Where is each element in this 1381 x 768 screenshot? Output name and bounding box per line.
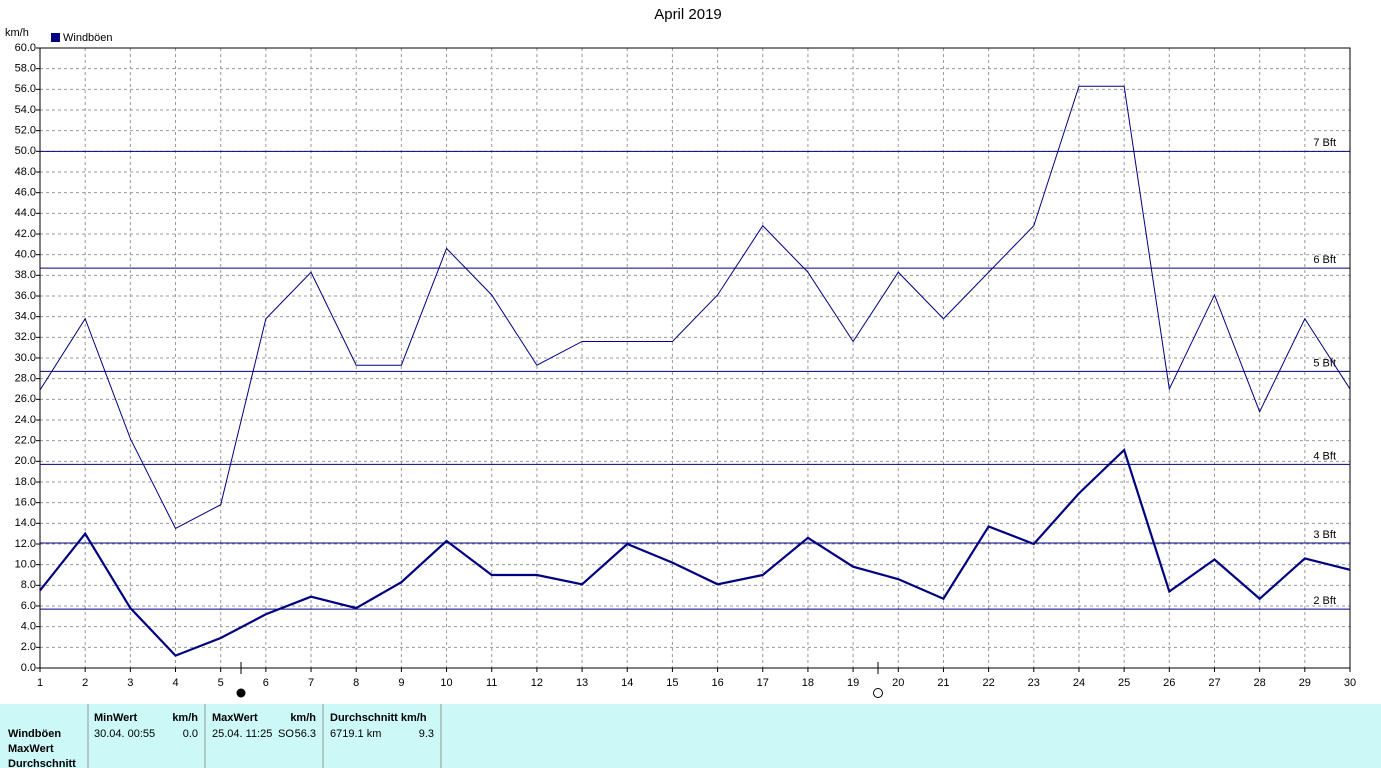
col-header: Durchschnitt km/h (330, 712, 427, 724)
y-tick-label: 52.0 (15, 125, 36, 137)
x-tick-label: 7 (308, 677, 314, 689)
beaufort-label: 2 Bft (1313, 595, 1336, 607)
y-tick-label: 22.0 (15, 435, 36, 447)
x-tick-label: 4 (172, 677, 178, 689)
row-label: Durchschnitt (8, 758, 76, 768)
y-tick-label: 24.0 (15, 414, 36, 426)
y-tick-label: 58.0 (15, 63, 36, 75)
col-header: MaxWert (212, 712, 258, 724)
y-tick-label: 32.0 (15, 331, 36, 343)
chart-title: April 2019 (654, 6, 722, 23)
col-unit: km/h (172, 712, 198, 724)
cell: 56.3 (295, 728, 316, 740)
x-tick-label: 24 (1073, 677, 1085, 689)
cell: 30.04. 00:55 (94, 728, 155, 740)
x-tick-label: 10 (440, 677, 452, 689)
x-tick-label: 8 (353, 677, 359, 689)
beaufort-label: 5 Bft (1313, 357, 1336, 369)
y-tick-label: 6.0 (21, 600, 36, 612)
y-tick-label: 50.0 (15, 145, 36, 157)
y-tick-label: 26.0 (15, 393, 36, 405)
x-tick-label: 17 (757, 677, 769, 689)
col-header: MinWert (94, 712, 138, 724)
x-tick-label: 14 (621, 677, 633, 689)
y-tick-label: 10.0 (15, 559, 36, 571)
legend-label: Windböen (63, 32, 113, 44)
y-tick-label: 48.0 (15, 166, 36, 178)
x-tick-label: 25 (1118, 677, 1130, 689)
y-tick-label: 42.0 (15, 228, 36, 240)
y-tick-label: 46.0 (15, 187, 36, 199)
y-tick-label: 38.0 (15, 269, 36, 281)
y-tick-label: 16.0 (15, 497, 36, 509)
cell: 6719.1 km (330, 728, 381, 740)
y-tick-label: 36.0 (15, 290, 36, 302)
cell: 0.0 (183, 728, 198, 740)
x-tick-label: 19 (847, 677, 859, 689)
moon-full (873, 688, 883, 698)
x-tick-label: 22 (982, 677, 994, 689)
series-line (39, 447, 1351, 657)
cell: 9.3 (419, 728, 434, 740)
x-tick-label: 20 (892, 677, 904, 689)
x-tick-label: 29 (1299, 677, 1311, 689)
x-tick-label: 9 (398, 677, 404, 689)
y-tick-label: 44.0 (15, 207, 36, 219)
table-background (0, 704, 1381, 768)
y-tick-label: 30.0 (15, 352, 36, 364)
x-tick-label: 21 (937, 677, 949, 689)
col-unit: km/h (290, 712, 316, 724)
y-tick-label: 0.0 (21, 662, 36, 674)
x-tick-label: 18 (802, 677, 814, 689)
plot-frame (39, 47, 1351, 669)
x-tick-label: 1 (37, 677, 43, 689)
row-label: Windböen (8, 728, 61, 740)
beaufort-label: 6 Bft (1313, 254, 1336, 266)
x-tick-label: 11 (486, 677, 497, 689)
x-tick-label: 2 (82, 677, 88, 689)
row-label: MaxWert (8, 743, 54, 755)
beaufort-label: 3 Bft (1313, 529, 1336, 541)
beaufort-label: 7 Bft (1313, 137, 1336, 149)
x-tick-label: 16 (711, 677, 723, 689)
y-axis-label: km/h (5, 27, 29, 39)
beaufort-label: 4 Bft (1313, 450, 1336, 462)
y-tick-label: 18.0 (15, 476, 36, 488)
x-tick-label: 6 (263, 677, 269, 689)
y-tick-label: 14.0 (15, 517, 36, 529)
legend-swatch (51, 33, 60, 42)
cell: SO (278, 728, 294, 740)
y-tick-label: 40.0 (15, 249, 36, 261)
x-tick-label: 27 (1208, 677, 1220, 689)
y-tick-label: 28.0 (15, 373, 36, 385)
x-tick-label: 13 (576, 677, 588, 689)
y-tick-label: 2.0 (21, 641, 36, 653)
x-tick-label: 30 (1344, 677, 1356, 689)
moon-new (236, 688, 246, 698)
y-tick-label: 4.0 (21, 621, 36, 633)
x-tick-label: 12 (531, 677, 543, 689)
x-tick-label: 5 (218, 677, 224, 689)
y-tick-label: 20.0 (15, 455, 36, 467)
y-tick-label: 56.0 (15, 83, 36, 95)
series-line (39, 85, 1351, 530)
y-tick-label: 8.0 (21, 579, 36, 591)
y-tick-label: 54.0 (15, 104, 36, 116)
table-separators (87, 704, 442, 768)
y-tick-label: 34.0 (15, 311, 36, 323)
x-tick-label: 23 (1028, 677, 1040, 689)
x-tick-label: 15 (666, 677, 678, 689)
y-tick-label: 12.0 (15, 538, 36, 550)
cell: 25.04. 11:25 (212, 728, 272, 740)
x-tick-label: 3 (127, 677, 133, 689)
y-tick-label: 60.0 (15, 42, 36, 54)
x-tick-label: 28 (1254, 677, 1266, 689)
x-tick-label: 26 (1163, 677, 1175, 689)
